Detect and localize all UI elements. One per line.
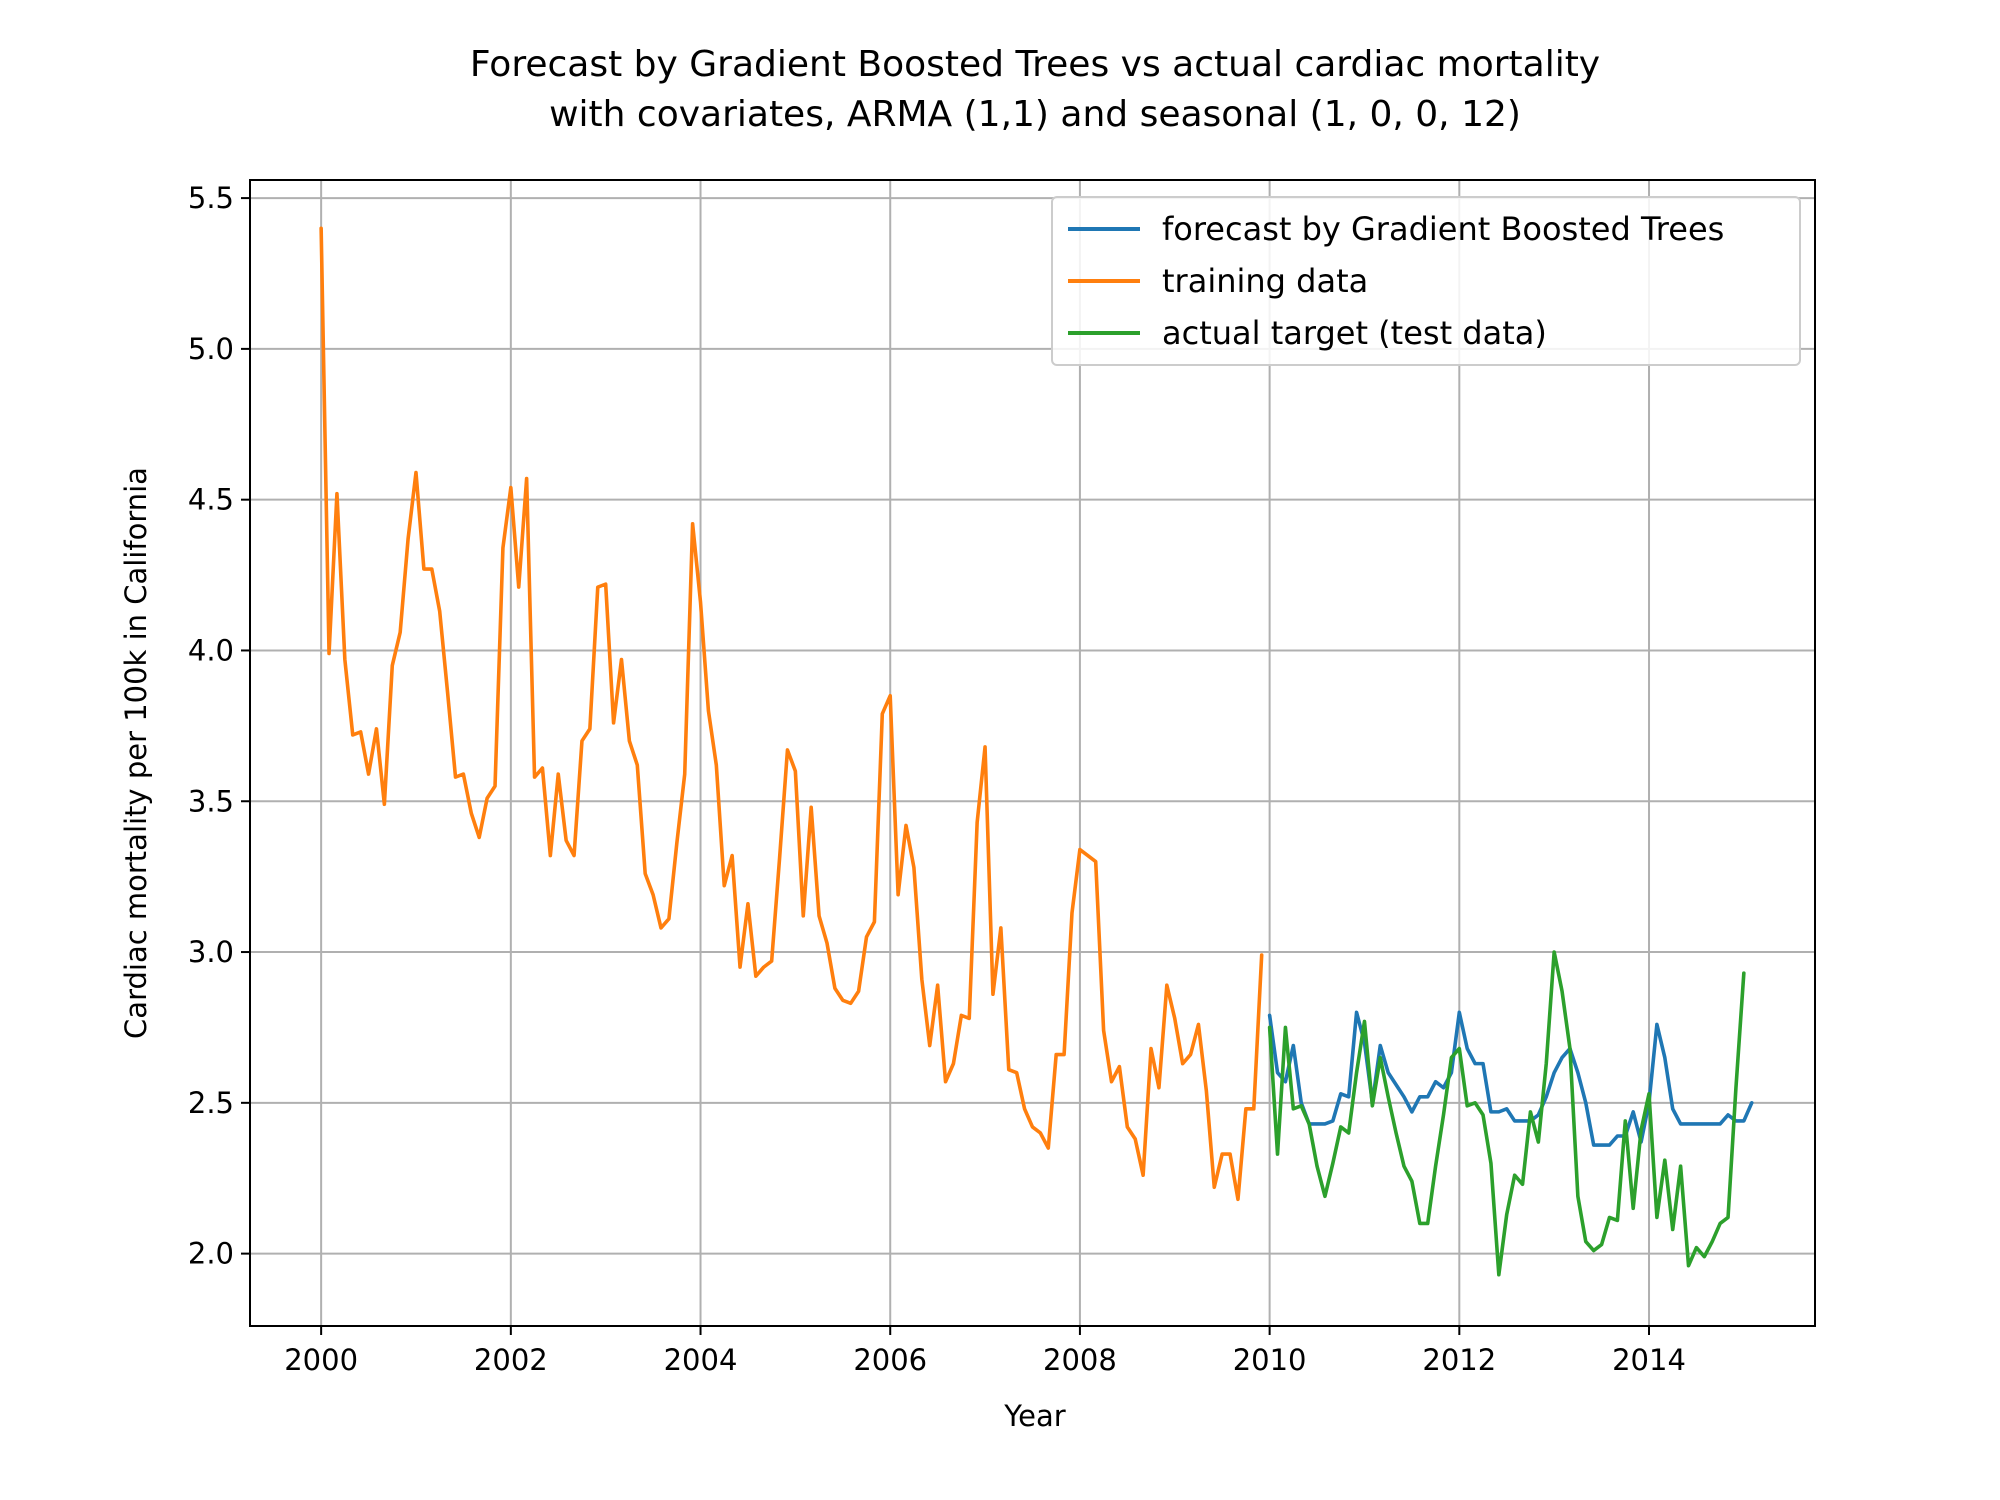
- x-tick-label: 2002: [474, 1343, 548, 1377]
- plot-series: [319, 226, 1754, 1277]
- legend-box: [1051, 196, 1801, 366]
- y-tick-label: 4.5: [188, 483, 234, 517]
- x-tick-label: 2006: [853, 1343, 927, 1377]
- y-tick-label: 5.5: [188, 181, 234, 215]
- y-tick-label: 3.5: [188, 784, 234, 818]
- y-tick-label: 5.0: [188, 332, 234, 366]
- y-tick-label: 3.0: [188, 935, 234, 969]
- chart-subtitle: with covariates, ARMA (1,1) and seasonal…: [549, 94, 1521, 135]
- x-tick-label: 2012: [1422, 1343, 1496, 1377]
- y-axis-label: Cardiac mortality per 100k in California: [119, 467, 153, 1039]
- x-axis-label: Year: [1003, 1399, 1065, 1433]
- x-tick-label: 2004: [664, 1343, 738, 1377]
- x-tick-label: 2014: [1612, 1343, 1686, 1377]
- axis-ticks: 2000 2002 2004 2006 2008 2010 2012 2014 2.0 2.5 3.…: [188, 181, 1686, 1377]
- y-tick-label: 4.0: [188, 633, 234, 667]
- x-tick-label: 2000: [284, 1343, 358, 1377]
- chart-title: Forecast by Gradient Boosted Trees vs ac…: [470, 44, 1600, 85]
- plot-area-frame: [249, 179, 1816, 1327]
- actual-series-line: [1267, 950, 1746, 1277]
- x-tick-label: 2008: [1043, 1343, 1117, 1377]
- legend-label-training: training data: [1162, 262, 1368, 300]
- forecast-series-line: [1267, 1010, 1754, 1147]
- training-series-line: [319, 226, 1264, 1202]
- legend: forecast by Gradient Boosted Trees train…: [1051, 196, 1801, 366]
- legend-label-actual: actual target (test data): [1162, 314, 1547, 352]
- y-tick-label: 2.5: [188, 1086, 234, 1120]
- y-tick-label: 2.0: [188, 1237, 234, 1271]
- legend-label-forecast: forecast by Gradient Boosted Trees: [1162, 210, 1724, 248]
- x-tick-label: 2010: [1233, 1343, 1307, 1377]
